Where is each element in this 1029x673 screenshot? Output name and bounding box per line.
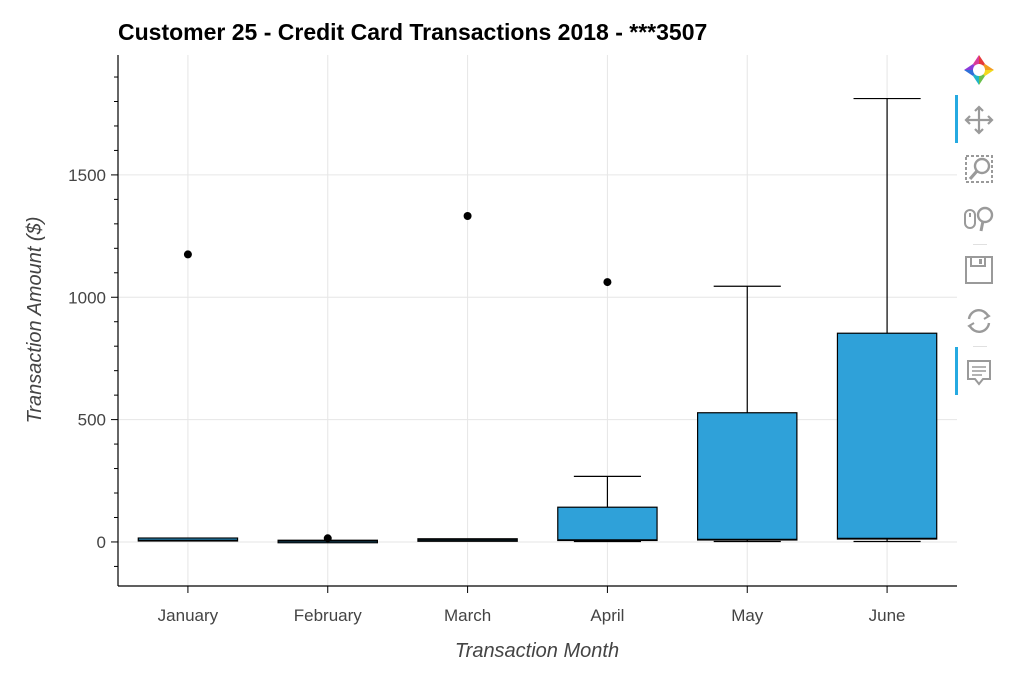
x-tick-label: April — [590, 606, 624, 625]
reset-icon[interactable] — [962, 304, 996, 338]
grid-lines — [118, 55, 957, 586]
pan-icon[interactable] — [962, 103, 996, 137]
chart-title: Customer 25 - Credit Card Transactions 2… — [118, 19, 707, 45]
x-tick-label: May — [731, 606, 764, 625]
hover-icon[interactable] — [962, 355, 996, 389]
bokeh-logo-icon[interactable] — [962, 53, 996, 87]
box-may — [697, 412, 798, 541]
y-axis-label: Transaction Amount ($) — [24, 217, 46, 424]
axes: 0 500 1000 1500 January February March April May… — [68, 55, 957, 625]
outlier-point — [183, 250, 192, 259]
y-tick-label: 1000 — [68, 288, 106, 307]
box-zoom-icon[interactable] — [962, 152, 996, 186]
toolbar-divider — [973, 346, 987, 347]
y-tick-label: 0 — [97, 533, 106, 552]
outlier-point — [603, 278, 612, 287]
x-tick-label: January — [158, 606, 219, 625]
pan-active-indicator — [955, 95, 958, 143]
x-tick-label: March — [444, 606, 491, 625]
outlier-point — [323, 534, 332, 543]
y-tick-label: 500 — [78, 411, 106, 430]
wheel-zoom-icon[interactable] — [962, 201, 996, 235]
chart-toolbar — [952, 48, 1008, 408]
y-tick-label: 1500 — [68, 166, 106, 185]
x-tick-label: June — [869, 606, 906, 625]
boxplot-layer — [137, 97, 938, 544]
outlier-point — [463, 212, 472, 221]
hover-active-indicator — [955, 347, 958, 395]
save-icon[interactable] — [962, 253, 996, 287]
toolbar-divider — [973, 244, 987, 245]
box-june — [836, 332, 938, 540]
box-april — [557, 506, 658, 542]
x-axis-label: Transaction Month — [455, 640, 619, 662]
x-tick-label: February — [294, 606, 363, 625]
